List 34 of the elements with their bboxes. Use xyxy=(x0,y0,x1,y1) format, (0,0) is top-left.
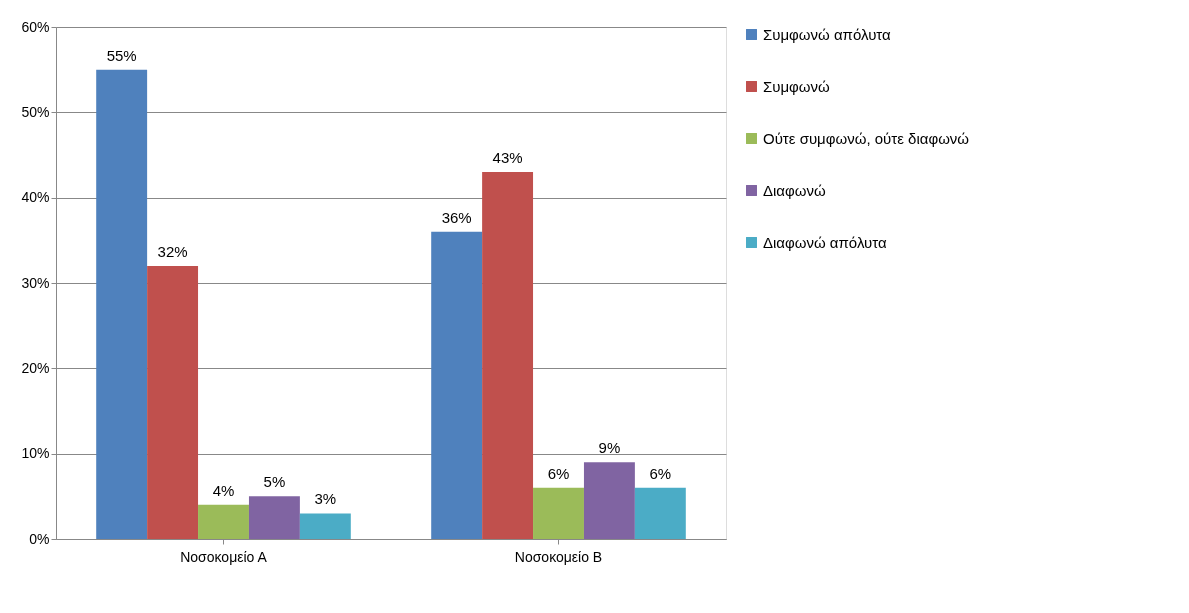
bar xyxy=(248,496,300,539)
legend-label: Διαφωνώ xyxy=(763,181,826,199)
y-tick-label: 30% xyxy=(21,274,50,291)
bar xyxy=(583,462,635,539)
bar xyxy=(147,265,199,539)
data-label: 4% xyxy=(212,481,235,499)
legend-label: Διαφωνώ απόλυτα xyxy=(763,233,887,251)
legend-label: Ούτε συμφωνώ, ούτε διαφωνώ xyxy=(763,129,970,147)
bar xyxy=(634,487,686,539)
data-label: 43% xyxy=(492,149,523,167)
data-label: 5% xyxy=(263,473,286,491)
y-tick-label: 40% xyxy=(21,189,50,206)
data-label: 3% xyxy=(314,490,337,508)
x-tick-label: Νοσοκομείο Α xyxy=(180,548,268,565)
x-tick-label: Νοσοκομείο Β xyxy=(514,548,603,565)
data-label: 6% xyxy=(649,464,672,482)
bar xyxy=(431,231,483,539)
bar xyxy=(198,504,249,539)
bar xyxy=(533,487,584,539)
y-tick-label: 10% xyxy=(21,445,50,462)
data-label: 9% xyxy=(598,439,621,457)
bar xyxy=(96,69,148,539)
y-tick-label: 60% xyxy=(21,18,50,35)
data-label: 36% xyxy=(441,208,472,226)
data-label: 32% xyxy=(157,242,188,260)
legend-label: Συμφωνώ απόλυτα xyxy=(763,25,892,43)
bar xyxy=(299,513,351,539)
data-label: 6% xyxy=(547,464,570,482)
bar xyxy=(482,172,534,539)
legend-label: Συμφωνώ xyxy=(763,77,831,95)
data-label: 55% xyxy=(106,46,137,64)
y-tick-label: 0% xyxy=(29,530,50,547)
y-tick-label: 50% xyxy=(21,103,50,120)
y-tick-label: 20% xyxy=(21,359,50,376)
